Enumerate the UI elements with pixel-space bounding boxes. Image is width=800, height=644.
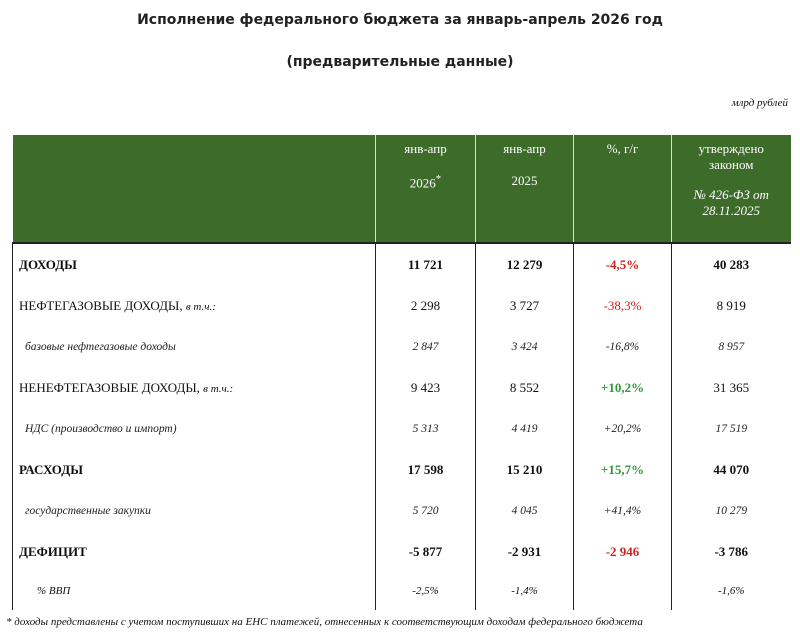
label-text: базовые нефтегазовые доходы <box>25 340 176 353</box>
label-text: НЕФТЕГАЗОВЫЕ ДОХОДЫ, <box>19 297 183 313</box>
footnote: * доходы представлены с учетом поступивш… <box>6 616 643 628</box>
label-text: % ВВП <box>37 585 71 597</box>
table-row: ДЕФИЦИТ -5 877 -2 931 -2 946 -3 786 <box>12 531 791 572</box>
value-cell: -2 946 <box>573 531 672 572</box>
header-cell: янв-апр 2026* <box>375 135 476 243</box>
value-cell: 40 283 <box>671 243 791 285</box>
label-text: ДОХОДЫ <box>19 256 77 272</box>
value-cell: -16,8% <box>573 326 672 367</box>
value-cell: -4,5% <box>573 243 672 285</box>
value-cell: 2 847 <box>375 326 476 367</box>
row-label: ДОХОДЫ <box>12 243 376 285</box>
header-cell: %, г/г <box>573 135 672 243</box>
value-cell: 10 279 <box>671 490 791 531</box>
row-label: % ВВП <box>12 572 376 610</box>
table-row: НДС (производство и импорт) 5 313 4 419 +20… <box>12 408 791 449</box>
value-cell: -1,4% <box>475 572 574 610</box>
title: Исполнение федерального бюджета за январ… <box>137 12 663 28</box>
label-text: НЕНЕФТЕГАЗОВЫЕ ДОХОДЫ, <box>19 379 200 395</box>
header-cell <box>12 135 376 243</box>
value-cell: 12 279 <box>475 243 574 285</box>
value-cell: -1,6% <box>671 572 791 610</box>
unit: млрд рублей <box>731 97 788 109</box>
value-cell: 3 424 <box>475 326 574 367</box>
row-label: НДС (производство и импорт) <box>12 408 376 449</box>
value-cell: 5 720 <box>375 490 476 531</box>
header-cell: утверждено законом № 426-ФЗ от 28.11.2025 <box>671 135 791 243</box>
value-cell: 17 519 <box>671 408 791 449</box>
header-text: № 426-ФЗ от 28.11.2025 <box>693 187 769 218</box>
value-cell: -3 786 <box>671 531 791 572</box>
value-cell: -38,3% <box>573 285 672 326</box>
label-text: государственные закупки <box>25 504 151 517</box>
header-text: янв-апр <box>404 141 447 156</box>
value-cell: -5 877 <box>375 531 476 572</box>
value-cell: 11 721 <box>375 243 476 285</box>
value-cell: 4 419 <box>475 408 574 449</box>
value-cell: 9 423 <box>375 367 476 408</box>
header-row: янв-апр 2026* янв-апр 2025 %, г/г утвержде… <box>12 135 791 243</box>
value-cell: 17 598 <box>375 449 476 490</box>
header-cell: янв-апр 2025 <box>475 135 574 243</box>
header-text: %, г/г <box>606 141 639 156</box>
row-label: ДЕФИЦИТ <box>12 531 376 572</box>
value-cell: 4 045 <box>475 490 574 531</box>
subtitle: (предварительные данные) <box>286 54 514 70</box>
value-cell: 3 727 <box>475 285 574 326</box>
label-text: НДС (производство и импорт) <box>25 422 177 435</box>
table-row: государственные закупки 5 720 4 045 +41,4% 1… <box>12 490 791 531</box>
value-cell: -2 931 <box>475 531 574 572</box>
row-label: РАСХОДЫ <box>12 449 376 490</box>
table-row: ДОХОДЫ 11 721 12 279 -4,5% 40 283 <box>12 243 791 285</box>
label-note: в т.ч.: <box>185 300 216 313</box>
label-note: в т.ч.: <box>203 382 234 395</box>
label-text: ДЕФИЦИТ <box>19 543 87 559</box>
value-cell: 31 365 <box>671 367 791 408</box>
value-cell <box>573 572 672 610</box>
label-text: РАСХОДЫ <box>19 461 83 477</box>
value-cell: +10,2% <box>573 367 672 408</box>
row-label: НЕФТЕГАЗОВЫЕ ДОХОДЫ, в т.ч.: <box>12 285 376 326</box>
value-cell: 8 552 <box>475 367 574 408</box>
header-text: 2026 <box>409 175 436 191</box>
table-row: РАСХОДЫ 17 598 15 210 +15,7% 44 070 <box>12 449 791 490</box>
header-text: 2025 <box>511 173 538 188</box>
value-cell: +15,7% <box>573 449 672 490</box>
row-label: базовые нефтегазовые доходы <box>12 326 376 367</box>
value-cell: 5 313 <box>375 408 476 449</box>
budget-table: янв-апр 2026* янв-апр 2025 %, г/г утвержде… <box>12 135 791 610</box>
table-row: базовые нефтегазовые доходы 2 847 3 424 -16… <box>12 326 791 367</box>
value-cell: 44 070 <box>671 449 791 490</box>
value-cell: 2 298 <box>375 285 476 326</box>
value-cell: -2,5% <box>375 572 476 610</box>
value-cell: +20,2% <box>573 408 672 449</box>
header-text: янв-апр <box>503 141 546 156</box>
value-cell: +41,4% <box>573 490 672 531</box>
value-cell: 8 957 <box>671 326 791 367</box>
table-row: % ВВП -2,5% -1,4% -1,6% <box>12 572 791 610</box>
footnote-mark: * <box>435 173 442 185</box>
table-row: НЕФТЕГАЗОВЫЕ ДОХОДЫ, в т.ч.: 2 298 3 727 -3… <box>12 285 791 326</box>
row-label: НЕНЕФТЕГАЗОВЫЕ ДОХОДЫ, в т.ч.: <box>12 367 376 408</box>
row-label: государственные закупки <box>12 490 376 531</box>
table-row: НЕНЕФТЕГАЗОВЫЕ ДОХОДЫ, в т.ч.: 9 423 8 552… <box>12 367 791 408</box>
value-cell: 15 210 <box>475 449 574 490</box>
value-cell: 8 919 <box>671 285 791 326</box>
header-text: утверждено законом <box>698 141 764 172</box>
